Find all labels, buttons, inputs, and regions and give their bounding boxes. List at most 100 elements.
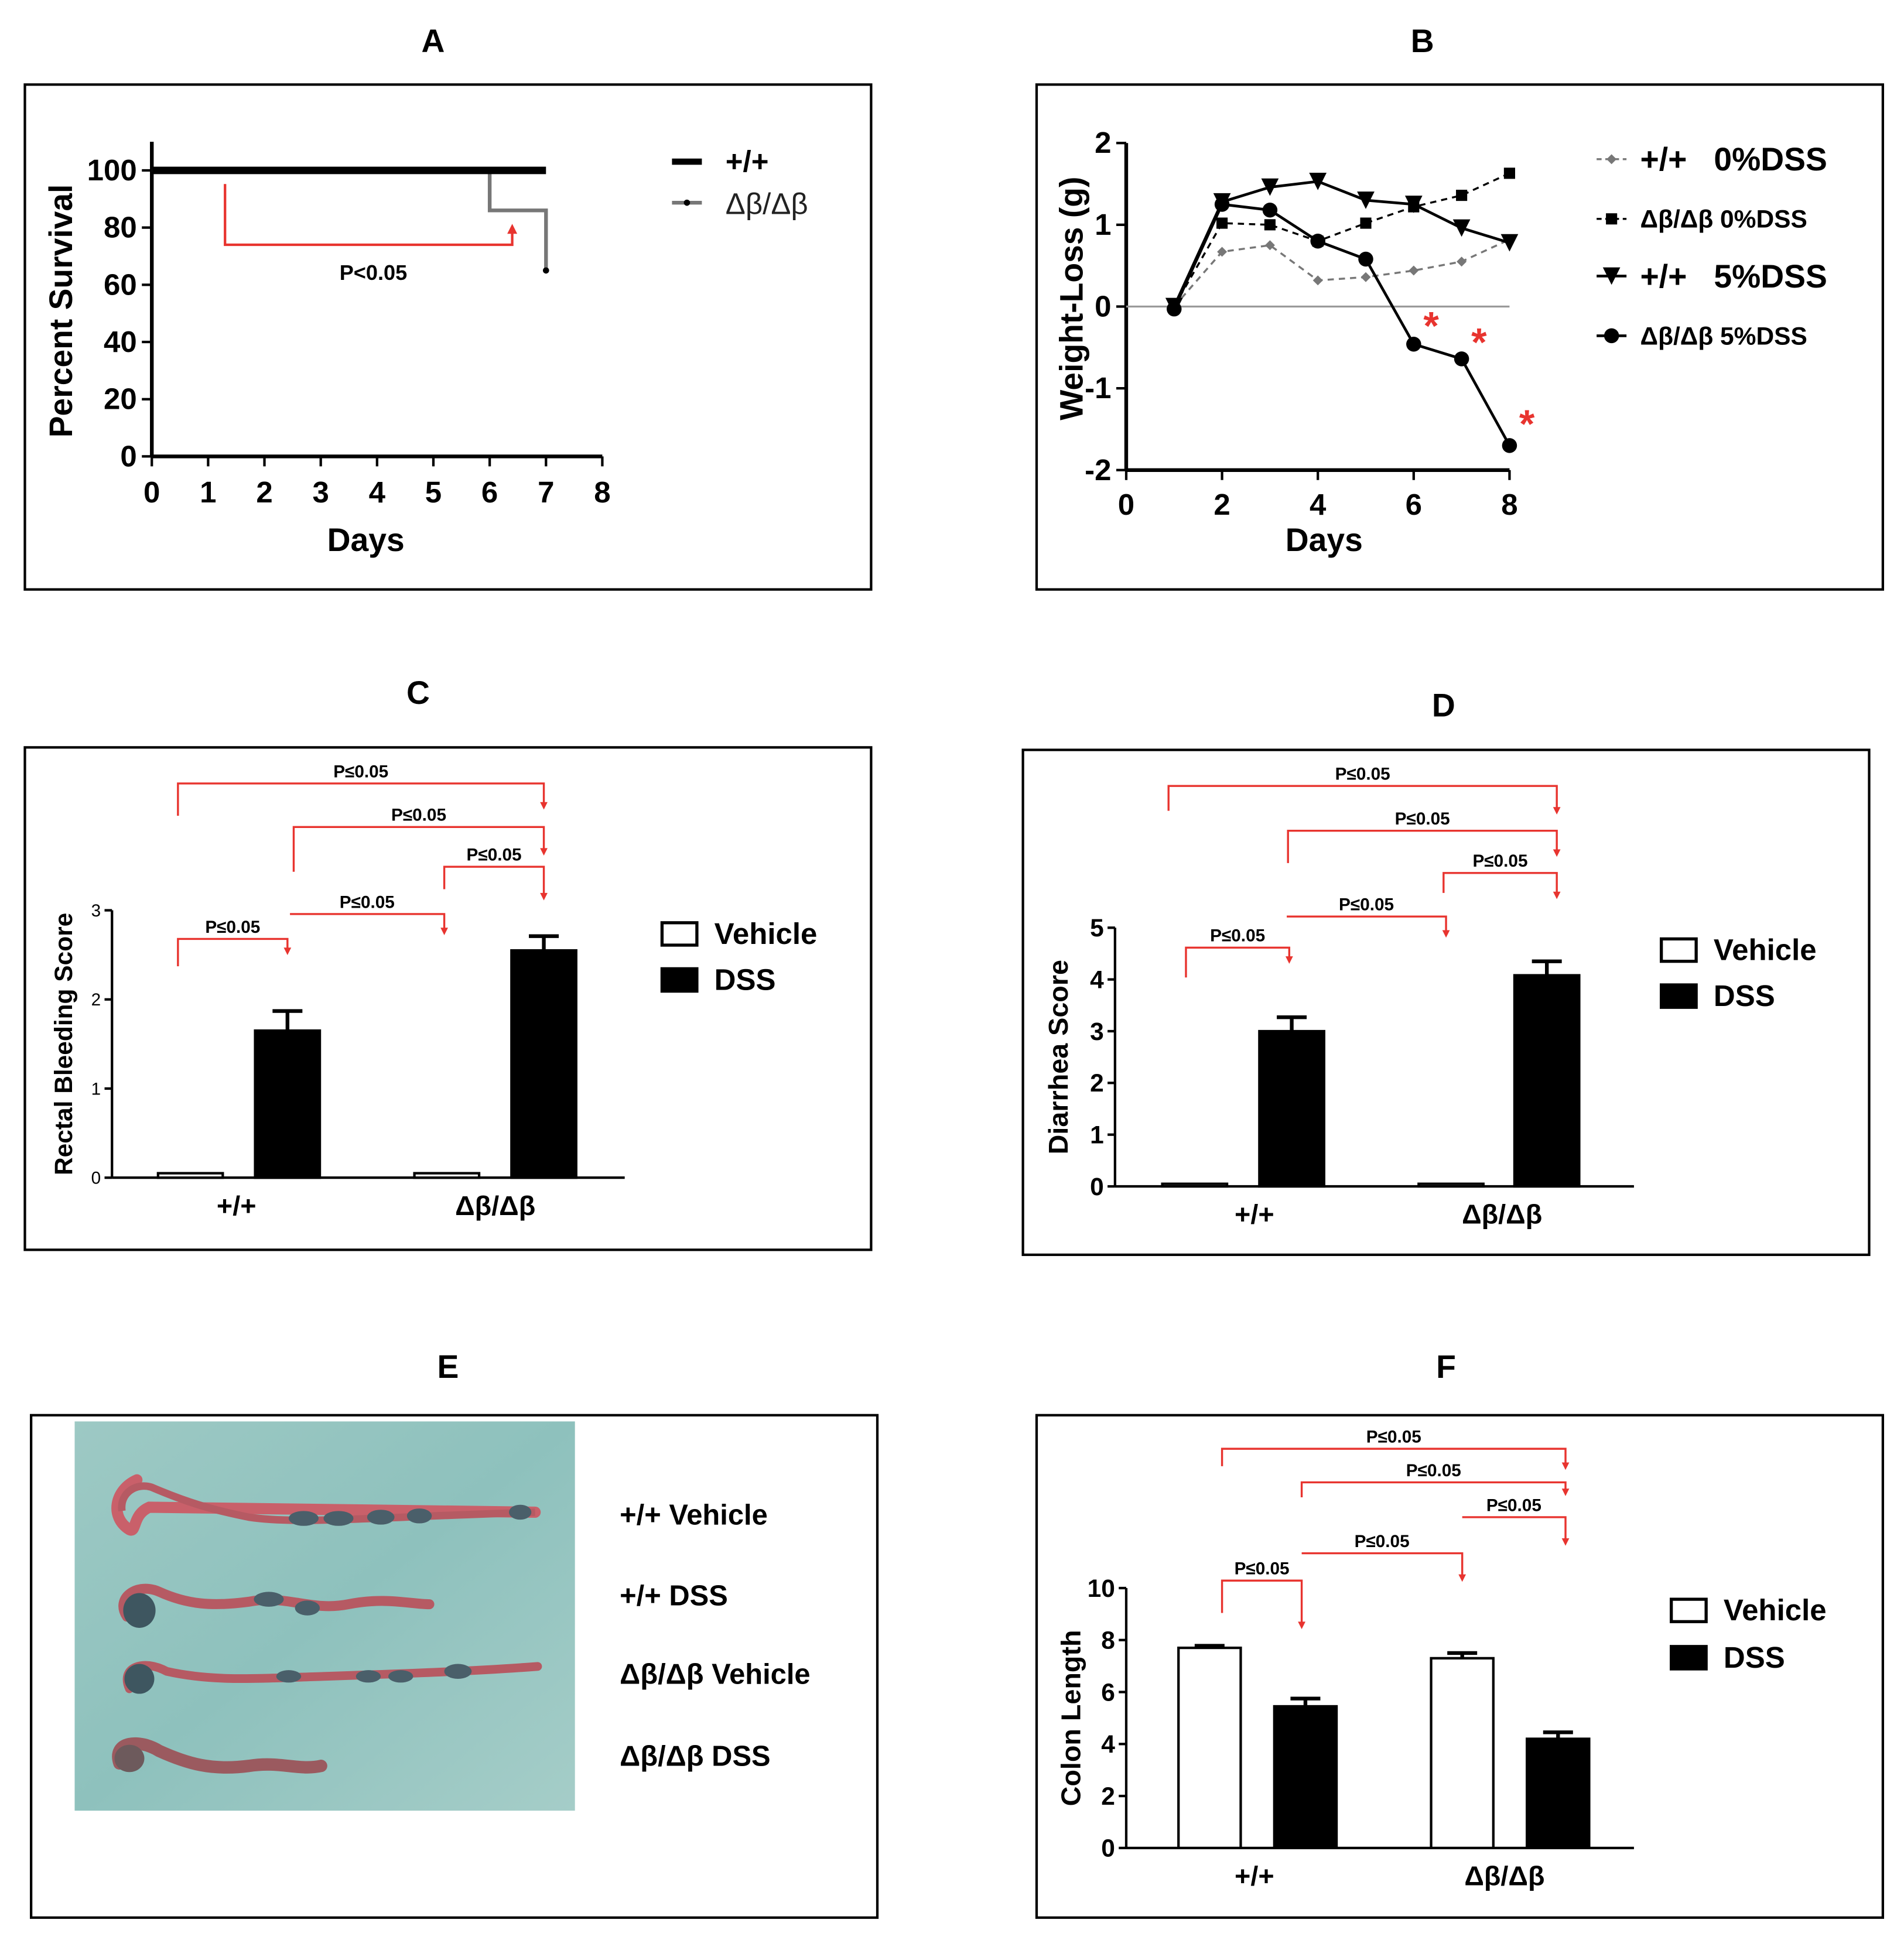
y-tick-label: 4 [1090,967,1104,994]
y-tick-label: 1 [91,1079,101,1099]
dss-bar-1 [1258,1029,1325,1188]
data-point [1409,265,1419,276]
x-tick-label: 1 [200,475,216,509]
y-tick-label: 1 [1090,1122,1104,1149]
legend-label-3: +/+ 5%DSS [1640,258,1827,295]
data-point [1216,217,1228,229]
category-label: Δβ/Δβ [1462,1199,1542,1230]
p-value-label: P≤0.05 [1335,765,1390,784]
p-value-label: P≤0.05 [340,892,395,912]
y-tick-label: 3 [91,901,101,921]
x-tick-label: 2 [1213,488,1230,521]
panel-c-frame [23,746,873,1251]
y-tick-label: 60 [104,268,137,301]
p-value-label: P≤0.05 [1406,1461,1461,1480]
data-point [1456,190,1468,201]
p-value-label: P≤0.05 [1472,851,1527,871]
series-line-3 [1173,180,1510,307]
data-point [1457,256,1467,267]
legend-marker-2 [1606,213,1618,225]
significance-bracket [290,913,446,932]
significance-bracket [1221,1579,1303,1626]
y-axis-label: Diarrhea Score [1043,960,1074,1154]
y-axis-label: Weight-Loss (g) [1054,177,1090,420]
y-tick-label: 20 [104,382,137,416]
dss-bar-2 [1526,1737,1591,1849]
photo-label-2: +/+ DSS [620,1580,728,1612]
y-tick-label: 2 [1090,1070,1104,1097]
vehicle-bar-1 [156,1172,224,1179]
panel-letters: A B C D E F [406,23,1456,1385]
photo-label-3: Δβ/Δβ Vehicle [620,1659,810,1691]
p-value-label: P≤0.05 [1355,1532,1410,1551]
y-axis-label: Percent Survival [43,184,79,438]
photo-label-1: +/+ Vehicle [620,1500,768,1531]
category-label: +/+ [217,1190,257,1221]
significance-bracket [177,938,289,967]
p-value-label: P≤0.05 [1486,1496,1541,1515]
panel-b-chart: 0 2 4 6 8 -2 -1 0 1 2 Days Weight-Loss (g) +/+ 0%DSS… [1054,126,1827,558]
data-point [1404,196,1423,213]
x-tick-label: 4 [369,475,386,509]
data-point [1167,301,1182,317]
y-tick-label: -1 [1085,371,1111,405]
y-axis-label: Rectal Bleeding Score [50,913,78,1175]
x-tick-label: 5 [425,475,442,509]
y-tick-label: 0 [1101,1835,1115,1863]
panel-d-chart: 0 1 2 3 4 5 Diarrhea Score +/+ Δβ/Δβ P≤0.05 P≤0.05… [1043,765,1817,1230]
dss-legend-swatch [660,967,699,993]
x-tick-label: 6 [481,475,498,509]
significance-arrow [1442,930,1450,938]
panel-letter-d: D [1432,687,1455,723]
significance-bracket [1300,1481,1567,1497]
colon-specimen-2 [118,1583,435,1628]
data-point [1261,178,1279,196]
panel-e-photo: +/+ Vehicle +/+ DSS Δβ/Δβ Vehicle Δβ/Δβ … [74,1421,811,1811]
x-tick-label: 6 [1406,488,1422,521]
panel-e-frame [29,1414,879,1919]
significance-bracket [1442,872,1558,896]
x-tick-label: 8 [1501,488,1517,521]
significance-arrow [1561,1538,1570,1546]
y-tick-label: 2 [1101,1783,1115,1811]
x-tick-label: 0 [1118,488,1134,521]
panel-a-frame [23,83,873,591]
panel-letter-c: C [406,675,430,711]
panel-b-frame [1035,83,1885,591]
y-tick-label: 100 [87,153,137,187]
panel-letter-b: B [1411,23,1434,59]
vehicle-bar-1 [1161,1182,1229,1188]
vehicle-legend-swatch [1669,1597,1708,1623]
panel-frames [23,83,1885,1919]
data-point [1358,251,1373,267]
series-line-4 [1173,203,1511,447]
data-point [1503,167,1515,179]
y-tick-label: 6 [1101,1679,1115,1706]
legend-label-mutant: Δβ/Δβ [726,187,808,220]
legend-label-1: +/+ 0%DSS [1640,141,1827,177]
vehicle-bar-2 [1430,1657,1495,1849]
significance-bracket [1287,915,1447,934]
category-label: Δβ/Δβ [1464,1861,1544,1891]
significance-bracket [1221,1448,1567,1466]
panel-f-frame [1035,1414,1885,1919]
data-point [1310,234,1325,249]
legend-label-4: Δβ/Δβ 5%DSS [1640,323,1807,350]
data-point [1452,219,1471,237]
legend-marker-mutant [683,199,691,206]
vehicle-legend-label: Vehicle [1714,933,1817,967]
y-tick-label: 80 [104,211,137,244]
p-value-label: P≤0.05 [333,762,388,781]
p-value-label: P≤0.05 [1235,1559,1290,1579]
significance-bracket [1185,946,1291,978]
colon-specimen-4 [112,1737,327,1774]
data-point [1360,217,1372,229]
vehicle-legend-swatch [660,921,699,947]
significance-bracket [1167,785,1558,811]
vehicle-bar-2 [413,1172,481,1179]
dss-bar-1 [254,1029,322,1179]
vehicle-legend-label: Vehicle [1724,1593,1827,1627]
data-point [1361,272,1371,282]
vehicle-legend-label: Vehicle [715,917,818,950]
